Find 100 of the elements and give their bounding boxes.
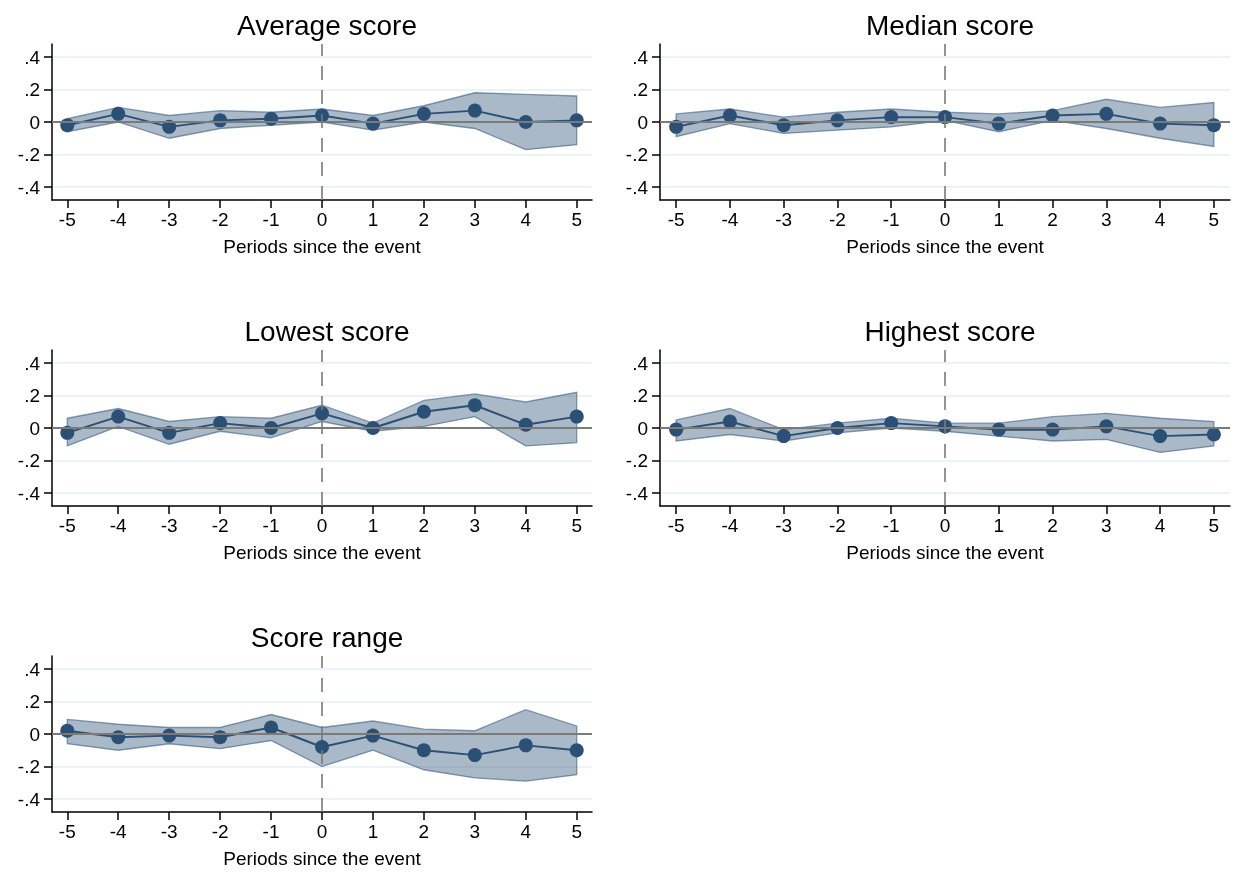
y-tick-label: 0 — [29, 417, 40, 439]
x-tick-label: -2 — [211, 821, 229, 842]
x-axis-title: Periods since the event — [223, 848, 422, 869]
point — [416, 404, 431, 419]
x-tick-label: -1 — [262, 821, 280, 842]
x-tick-label: 0 — [939, 515, 951, 536]
y-tick-label: -.2 — [17, 144, 40, 165]
chart-title: Highest score — [864, 315, 1036, 347]
y-tick-label: -.4 — [625, 482, 649, 504]
x-tick-label: -2 — [829, 209, 846, 230]
x-axis-title: Periods since the event — [223, 236, 422, 257]
x-tick-label: -5 — [58, 821, 76, 842]
x-tick-label: 1 — [367, 209, 379, 230]
x-tick-label: 0 — [316, 209, 328, 230]
y-tick-label: 0 — [637, 111, 648, 133]
x-tick-label: 4 — [1154, 515, 1166, 536]
x-tick-label: 2 — [418, 515, 430, 536]
x-tick-label: -4 — [109, 821, 128, 842]
y-tick-label: -.4 — [17, 176, 41, 198]
x-tick-label: -1 — [262, 515, 280, 536]
y-tick-label: -.2 — [625, 144, 648, 165]
x-tick-label: -5 — [58, 209, 76, 230]
point — [315, 740, 329, 754]
y-tick-label: .4 — [24, 352, 41, 374]
point — [111, 409, 126, 424]
y-tick-label: 0 — [29, 111, 40, 133]
x-tick-label: 3 — [1101, 515, 1112, 536]
y-tick-label: -.2 — [17, 450, 40, 471]
x-tick-label: 2 — [1047, 515, 1058, 536]
point — [569, 409, 584, 424]
y-tick-label: 0 — [29, 723, 40, 745]
chart-title: Average score — [236, 9, 418, 41]
x-tick-label: -4 — [721, 209, 739, 230]
x-tick-label: 1 — [367, 515, 379, 536]
y-tick-label: .4 — [632, 46, 649, 68]
x-axis-title: Periods since the event — [846, 542, 1045, 563]
x-tick-label: -2 — [211, 209, 229, 230]
x-tick-label: -3 — [160, 821, 178, 842]
point — [776, 429, 791, 444]
point — [467, 748, 482, 763]
y-tick-label: .2 — [632, 385, 648, 406]
x-tick-label: 5 — [571, 515, 583, 536]
x-tick-label: -5 — [667, 515, 685, 536]
x-tick-label: 4 — [520, 515, 532, 536]
x-tick-label: 5 — [571, 209, 583, 230]
x-tick-label: -4 — [109, 209, 128, 230]
x-tick-label: 1 — [993, 209, 1005, 230]
y-tick-label: .2 — [632, 79, 648, 100]
x-tick-label: 2 — [418, 209, 430, 230]
x-tick-label: 3 — [469, 821, 481, 842]
point — [416, 743, 431, 758]
x-tick-label: 5 — [1208, 515, 1220, 536]
y-tick-label: -.4 — [625, 176, 649, 198]
point — [1153, 429, 1168, 444]
x-tick-label: -1 — [882, 515, 900, 536]
y-tick-label: -.4 — [17, 788, 41, 810]
point — [722, 414, 737, 429]
x-tick-label: -4 — [109, 515, 128, 536]
y-tick-label: .2 — [24, 79, 40, 100]
point — [1206, 427, 1221, 442]
y-tick-label: -.2 — [625, 450, 648, 471]
x-tick-label: -5 — [58, 515, 76, 536]
x-tick-label: -1 — [882, 209, 900, 230]
x-tick-label: 1 — [993, 515, 1005, 536]
point — [416, 106, 431, 121]
point — [722, 108, 737, 123]
y-tick-label: -.2 — [17, 756, 40, 777]
point — [467, 398, 482, 413]
point — [467, 103, 482, 118]
point — [569, 743, 584, 758]
point — [1099, 106, 1114, 121]
x-tick-label: 4 — [520, 209, 532, 230]
y-tick-label: -.4 — [17, 482, 41, 504]
x-tick-label: -4 — [721, 515, 739, 536]
y-tick-label: .2 — [24, 691, 40, 712]
x-tick-label: -3 — [775, 209, 793, 230]
y-tick-label: .2 — [24, 385, 40, 406]
y-tick-label: 0 — [637, 417, 648, 439]
x-axis-title: Periods since the event — [223, 542, 422, 563]
x-tick-label: 4 — [520, 821, 532, 842]
x-tick-label: -3 — [775, 515, 793, 536]
x-tick-label: 5 — [571, 821, 583, 842]
x-tick-label: 2 — [1047, 209, 1058, 230]
point — [264, 720, 279, 735]
x-tick-label: 0 — [316, 515, 328, 536]
y-tick-label: .4 — [24, 658, 41, 680]
x-tick-label: -2 — [211, 515, 229, 536]
chart-title: Median score — [865, 9, 1035, 41]
x-tick-label: 3 — [469, 209, 481, 230]
x-tick-label: 4 — [1154, 209, 1166, 230]
x-tick-label: -3 — [160, 209, 178, 230]
point — [315, 406, 329, 421]
x-tick-label: 5 — [1208, 209, 1220, 230]
x-tick-label: 0 — [316, 821, 328, 842]
point — [518, 738, 533, 753]
point — [111, 106, 126, 121]
x-tick-label: -3 — [160, 515, 178, 536]
x-tick-label: 3 — [469, 515, 481, 536]
x-tick-label: 2 — [418, 821, 430, 842]
x-tick-label: 3 — [1101, 209, 1112, 230]
